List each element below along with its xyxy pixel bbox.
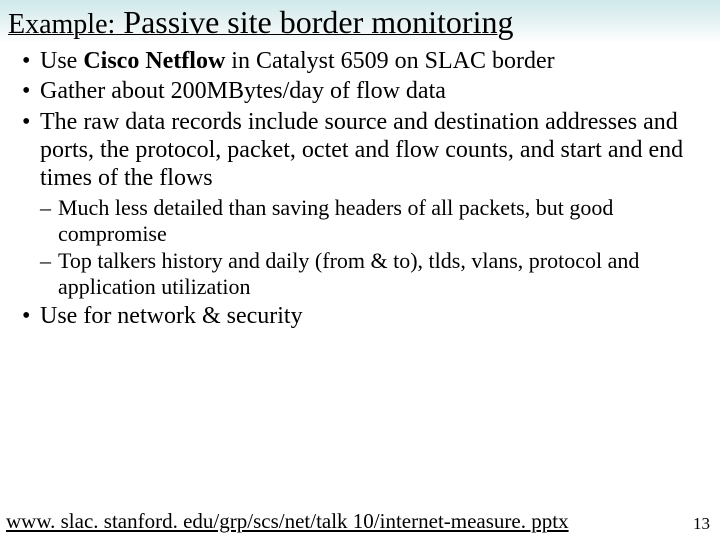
footer-url: www. slac. stanford. edu/grp/scs/net/tal… [6, 509, 569, 534]
slide-title-bar: Example: Passive site border monitoring [0, 0, 720, 43]
bullet-text: Use [40, 48, 83, 74]
slide-footer: www. slac. stanford. edu/grp/scs/net/tal… [6, 509, 710, 534]
bullet-item: Gather about 200MBytes/day of flow data [40, 77, 698, 105]
bullet-text: The raw data records include source and … [40, 109, 683, 192]
sub-bullet-item: Much less detailed than saving headers o… [58, 195, 698, 247]
title-main: Passive site border monitoring [115, 4, 513, 40]
bullet-text: in Catalyst 6509 on SLAC border [225, 48, 554, 74]
bullet-item: Use Cisco Netflow in Catalyst 6509 on SL… [40, 47, 698, 75]
bullet-list: Use Cisco Netflow in Catalyst 6509 on SL… [22, 47, 698, 331]
bullet-item: Use for network & security [40, 302, 698, 330]
bullet-text: Gather about 200MBytes/day of flow data [40, 78, 446, 104]
sub-bullet-list: Much less detailed than saving headers o… [40, 195, 698, 301]
page-number: 13 [693, 514, 710, 534]
slide-body: Use Cisco Netflow in Catalyst 6509 on SL… [0, 43, 720, 331]
bullet-text: Cisco Netflow [83, 48, 225, 74]
slide-title: Example: Passive site border monitoring [8, 20, 513, 37]
bullet-text: Use for network & security [40, 303, 303, 329]
sub-bullet-item: Top talkers history and daily (from & to… [58, 248, 698, 300]
bullet-item: The raw data records include source and … [40, 108, 698, 301]
title-prefix: Example: [8, 9, 115, 40]
